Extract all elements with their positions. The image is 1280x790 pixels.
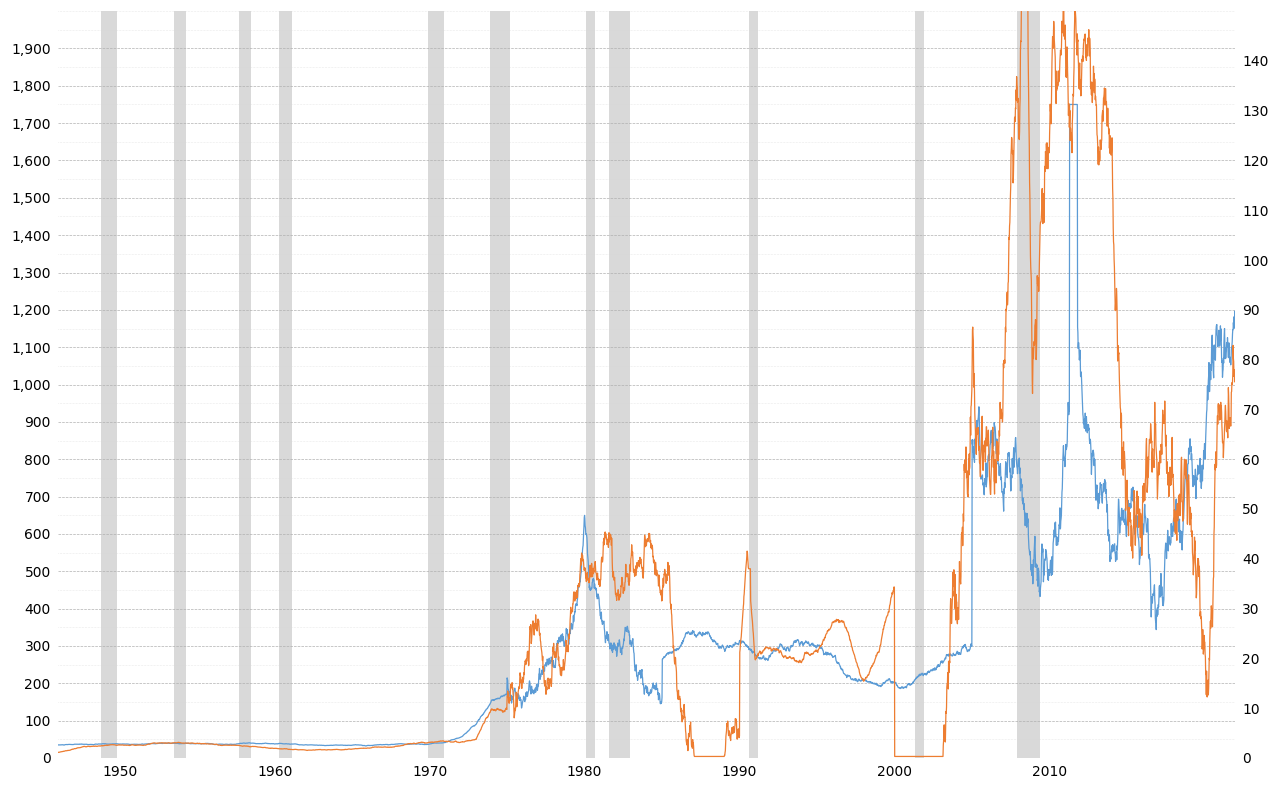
Bar <box>174 11 187 758</box>
Bar <box>1016 11 1041 758</box>
Bar <box>239 11 251 758</box>
Bar <box>279 11 292 758</box>
Bar <box>586 11 595 758</box>
Bar <box>101 11 116 758</box>
Bar <box>490 11 511 758</box>
Bar <box>428 11 444 758</box>
Bar <box>915 11 924 758</box>
Bar <box>609 11 630 758</box>
Bar <box>749 11 758 758</box>
